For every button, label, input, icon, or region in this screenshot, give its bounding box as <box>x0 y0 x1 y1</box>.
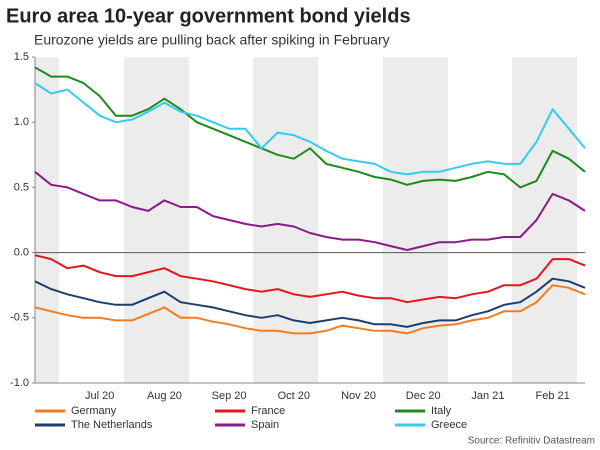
x-tick-label: Feb 21 <box>536 390 570 402</box>
series-line <box>34 82 586 176</box>
series-line <box>34 171 586 251</box>
x-tick-label: Sep 20 <box>212 390 247 402</box>
x-tick-label: Aug 20 <box>147 390 182 402</box>
y-tick-label: 0.0 <box>14 247 29 259</box>
legend-label: Italy <box>431 405 452 417</box>
y-tick-label: -1.0 <box>10 377 29 389</box>
x-tick-label: Oct 20 <box>278 390 310 402</box>
y-tick-label: 1.0 <box>14 116 29 128</box>
x-tick-label: Jul 20 <box>85 390 114 402</box>
y-tick-label: 0.5 <box>14 181 29 193</box>
month-shade <box>253 57 318 383</box>
month-shade <box>124 57 189 383</box>
series-line <box>34 284 586 335</box>
month-shade <box>35 57 59 383</box>
legend-label: France <box>251 405 285 417</box>
y-tick-label: -0.5 <box>10 312 29 324</box>
legend-label: Spain <box>251 419 279 431</box>
series-line <box>34 66 586 189</box>
month-shade <box>512 57 577 383</box>
y-tick-label: 1.5 <box>14 51 29 63</box>
legend-label: The Netherlands <box>71 419 153 431</box>
month-shade <box>383 57 448 383</box>
chart-title: Euro area 10-year government bond yields <box>6 5 411 27</box>
x-tick-label: Jan 21 <box>471 390 504 402</box>
x-tick-label: Nov 20 <box>341 390 376 402</box>
series-line <box>34 254 586 304</box>
legend-label: Greece <box>431 419 467 431</box>
x-tick-label: Dec 20 <box>406 390 441 402</box>
series-line <box>34 277 586 328</box>
chart-subtitle: Eurozone yields are pulling back after s… <box>34 32 390 48</box>
legend-label: Germany <box>71 405 117 417</box>
source: Source: Refinitiv Datastream <box>468 436 595 447</box>
